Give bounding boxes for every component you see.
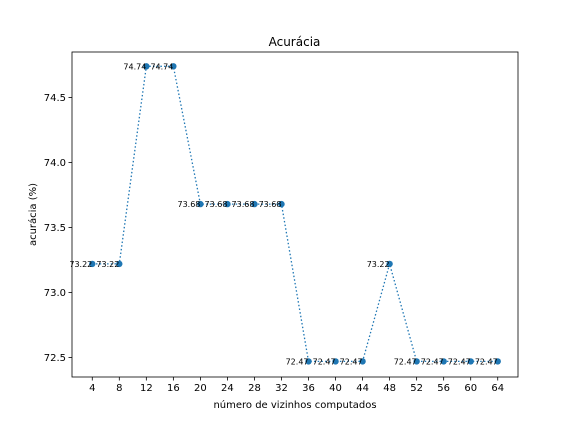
x-tick-label: 64 (491, 383, 504, 394)
data-point (359, 358, 366, 365)
series-line (92, 65, 498, 363)
data-point (332, 358, 339, 365)
x-axis-ticks: 4 8 12 16 20 24 28 32 36 40 44 48 52 56 60 64 (89, 377, 504, 394)
data-point (89, 260, 96, 268)
data-label: 73.22 (69, 260, 92, 269)
data-point (197, 200, 204, 208)
x-tick-label: 44 (356, 383, 369, 394)
data-point (251, 200, 258, 208)
x-tick-label: 4 (89, 383, 95, 394)
x-tick-label: 36 (302, 383, 315, 394)
data-point (413, 358, 420, 365)
y-tick-label: 72.5 (44, 353, 66, 364)
x-tick-label: 32 (275, 383, 288, 394)
y-tick-label: 73.0 (44, 288, 66, 299)
data-label: 73.68 (177, 200, 200, 209)
data-label: 74.74 (150, 62, 173, 71)
data-point (386, 260, 393, 268)
data-point (305, 358, 312, 365)
data-label: 72.47 (313, 357, 336, 366)
x-tick-label: 12 (140, 383, 153, 394)
y-axis-label: acurácia (%) (27, 183, 39, 246)
x-tick-label: 16 (167, 383, 180, 394)
y-tick-label: 74.5 (44, 93, 66, 104)
x-tick-label: 8 (116, 383, 122, 394)
data-point (170, 63, 177, 70)
data-label: 72.47 (475, 357, 498, 366)
data-point (143, 63, 150, 70)
data-point (116, 260, 123, 268)
plot-area: 73.22 73.22 74.74 74.74 73.68 73.68 73.68 73.68… (69, 62, 501, 366)
x-tick-label: 24 (221, 383, 234, 394)
data-point (494, 358, 501, 365)
data-point (224, 200, 231, 208)
data-label: 73.68 (232, 200, 255, 209)
x-tick-label: 48 (383, 383, 396, 394)
plot-frame (71, 51, 519, 378)
x-tick-label: 52 (410, 383, 423, 394)
chart-title: Acurácia (269, 35, 321, 49)
y-axis-ticks: 72.5 73.0 73.5 74.0 74.5 (44, 93, 72, 364)
data-label: 72.47 (448, 357, 471, 366)
x-tick-label: 28 (248, 383, 261, 394)
x-tick-label: 60 (464, 383, 477, 394)
data-point (440, 358, 447, 365)
data-label: 72.47 (340, 357, 363, 366)
data-label: 73.22 (96, 260, 119, 269)
x-tick-label: 56 (437, 383, 450, 394)
y-tick-label: 73.5 (44, 223, 66, 234)
data-point (278, 200, 285, 208)
data-label: 73.68 (205, 200, 228, 209)
data-label: 72.47 (421, 357, 444, 366)
data-point (467, 358, 474, 365)
data-label: 72.47 (286, 357, 309, 366)
y-tick-label: 74.0 (44, 158, 66, 169)
x-axis-label: número de vizinhos computados (213, 399, 376, 411)
data-label: 74.74 (123, 62, 146, 71)
x-tick-label: 40 (329, 383, 342, 394)
x-tick-label: 20 (194, 383, 207, 394)
data-label: 73.22 (367, 260, 390, 269)
data-label: 73.68 (259, 200, 282, 209)
data-label: 72.47 (394, 357, 417, 366)
